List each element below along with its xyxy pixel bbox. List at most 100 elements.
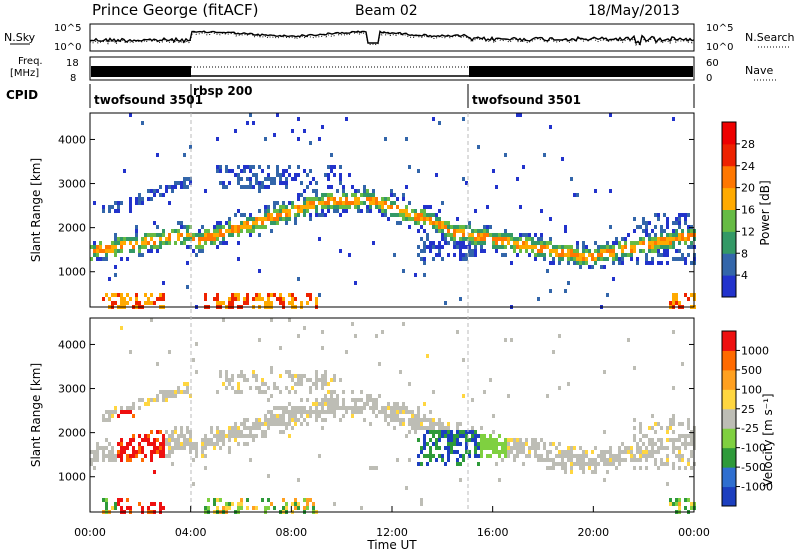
velocity-cell: [105, 446, 108, 450]
velocity-cell: [546, 466, 549, 470]
power-cell: [390, 189, 393, 193]
power-cell: [492, 169, 495, 173]
velocity-cell: [204, 438, 207, 442]
velocity-cell: [246, 498, 249, 502]
power-cell: [549, 217, 552, 221]
power-cell: [513, 241, 516, 245]
power-cell: [654, 233, 657, 237]
power-cell: [303, 129, 306, 133]
velocity-cell: [447, 430, 450, 434]
power-cell: [342, 185, 345, 189]
power-cell: [318, 237, 321, 241]
velocity-cell: [690, 430, 693, 434]
power-cell: [681, 253, 684, 257]
power-cell: [582, 253, 585, 257]
velocity-cell: [216, 506, 219, 510]
power-cell: [528, 245, 531, 249]
power-cell: [483, 241, 486, 245]
nsky-series-line: [89, 30, 695, 46]
power-cell: [663, 237, 666, 241]
power-cell: [294, 177, 297, 181]
power-cell: [393, 213, 396, 217]
power-cell: [90, 257, 93, 261]
velocity-cell: [183, 446, 186, 450]
power-cell: [111, 249, 114, 253]
power-cell: [630, 241, 633, 245]
velocity-cell: [591, 458, 594, 462]
power-cell: [462, 245, 465, 249]
velocity-cell: [357, 406, 360, 410]
velocity-cell: [252, 506, 255, 510]
power-cell: [642, 241, 645, 245]
velocity-cell: [360, 410, 363, 414]
power-cell: [492, 245, 495, 249]
power-cell: [303, 213, 306, 217]
power-cell: [216, 225, 219, 229]
velocity-cell: [234, 430, 237, 434]
velocity-cell: [495, 450, 498, 454]
velocity-cell: [402, 402, 405, 406]
velocity-cell: [372, 402, 375, 406]
power-cell: [426, 237, 429, 241]
power-cell: [519, 237, 522, 241]
velocity-cell: [90, 458, 93, 462]
power-cell: [285, 205, 288, 209]
power-cell: [567, 261, 570, 265]
power-cell: [135, 197, 138, 201]
velocity-cell: [237, 390, 240, 394]
velocity-cell: [261, 390, 264, 394]
velocity-cell: [351, 406, 354, 410]
velocity-cell: [543, 442, 546, 446]
power-cell: [552, 261, 555, 265]
power-cell: [654, 237, 657, 241]
power-cell: [240, 221, 243, 225]
power-cell: [420, 237, 423, 241]
power-cell: [114, 245, 117, 249]
power-cell: [447, 253, 450, 257]
power-cell: [372, 189, 375, 193]
power-cell: [678, 257, 681, 261]
velocity-cbar-swatch-4: [722, 408, 736, 429]
velocity-cell: [462, 458, 465, 462]
power-cell: [222, 233, 225, 237]
power-cell: [264, 205, 267, 209]
power-cell: [129, 237, 132, 241]
power-cell: [261, 221, 264, 225]
power-cell: [423, 245, 426, 249]
velocity-cell: [243, 418, 246, 422]
power-cell: [252, 297, 255, 301]
velocity-cell: [411, 418, 414, 422]
velocity-cell: [120, 438, 123, 442]
power-cell: [105, 293, 108, 297]
velocity-cell: [687, 462, 690, 466]
velocity-cell: [450, 442, 453, 446]
velocity-cell: [402, 422, 405, 426]
velocity-cell: [234, 422, 237, 426]
velocity-cell: [486, 442, 489, 446]
velocity-cell: [315, 374, 318, 378]
power-cell: [459, 257, 462, 261]
velocity-cell: [168, 446, 171, 450]
power-cell: [219, 301, 222, 305]
velocity-cell: [330, 394, 333, 398]
velocity-cell: [168, 438, 171, 442]
velocity-cell: [246, 378, 249, 382]
velocity-cell: [108, 414, 111, 418]
power-cell: [369, 197, 372, 201]
velocity-cell: [369, 398, 372, 402]
power-cell: [270, 217, 273, 221]
power-cell: [357, 205, 360, 209]
power-cell: [366, 189, 369, 193]
velocity-cell: [186, 382, 189, 386]
power-cell: [252, 185, 255, 189]
power-cell: [429, 241, 432, 245]
velocity-cell: [447, 458, 450, 462]
power-cell: [246, 121, 249, 125]
power-cell: [441, 237, 444, 241]
velocity-cell: [582, 470, 585, 474]
power-cell: [639, 241, 642, 245]
power-cell: [621, 249, 624, 253]
power-cell: [318, 201, 321, 205]
velocity-cell: [492, 438, 495, 442]
power-cell: [399, 209, 402, 213]
